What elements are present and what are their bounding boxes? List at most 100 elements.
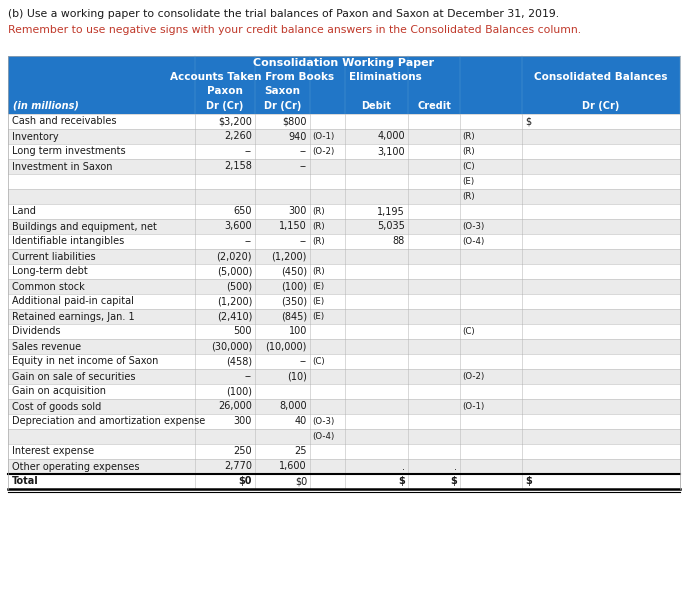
- Text: (100): (100): [226, 386, 252, 396]
- Bar: [8, 294, 680, 309]
- Bar: [8, 159, 680, 174]
- Text: .: .: [402, 461, 405, 471]
- Text: Cost of goods sold: Cost of goods sold: [12, 402, 101, 411]
- Text: 1,150: 1,150: [279, 222, 307, 231]
- Text: Dr (Cr): Dr (Cr): [583, 101, 620, 111]
- Text: (1,200): (1,200): [271, 252, 307, 262]
- Text: 3,600: 3,600: [225, 222, 252, 231]
- Text: (C): (C): [462, 327, 475, 336]
- Text: (O-3): (O-3): [462, 222, 484, 231]
- Text: --: --: [245, 147, 252, 157]
- Text: Cash and receivables: Cash and receivables: [12, 116, 117, 126]
- Text: 1,600: 1,600: [280, 461, 307, 471]
- Text: 4,000: 4,000: [377, 132, 405, 141]
- Text: 8,000: 8,000: [280, 402, 307, 411]
- Bar: [8, 414, 680, 429]
- Text: (R): (R): [312, 207, 325, 216]
- Text: Dividends: Dividends: [12, 327, 60, 337]
- Text: (O-4): (O-4): [312, 432, 335, 441]
- Text: 250: 250: [234, 446, 252, 457]
- Bar: [8, 369, 680, 384]
- Text: Sales revenue: Sales revenue: [12, 342, 81, 352]
- Bar: [8, 429, 680, 444]
- Text: (E): (E): [462, 177, 474, 186]
- Text: Retained earnings, Jan. 1: Retained earnings, Jan. 1: [12, 312, 135, 321]
- Text: 2,158: 2,158: [224, 162, 252, 172]
- Text: $0: $0: [295, 476, 307, 486]
- Text: (10,000): (10,000): [266, 342, 307, 352]
- Text: Debit: Debit: [361, 101, 392, 111]
- Bar: [8, 309, 680, 324]
- Bar: [8, 459, 680, 474]
- Text: Identifiable intangibles: Identifiable intangibles: [12, 237, 124, 247]
- Text: Buildings and equipment, net: Buildings and equipment, net: [12, 222, 157, 231]
- Text: (30,000): (30,000): [211, 342, 252, 352]
- Text: (10): (10): [287, 371, 307, 381]
- Text: --: --: [300, 356, 307, 367]
- Text: 2,260: 2,260: [224, 132, 252, 141]
- Text: 1,195: 1,195: [377, 206, 405, 216]
- Text: $800: $800: [282, 116, 307, 126]
- Text: Equity in net income of Saxon: Equity in net income of Saxon: [12, 356, 159, 367]
- Text: (b) Use a working paper to consolidate the trial balances of Paxon and Saxon at : (b) Use a working paper to consolidate t…: [8, 9, 559, 19]
- Text: 40: 40: [295, 417, 307, 427]
- Text: Land: Land: [12, 206, 36, 216]
- Text: (E): (E): [312, 282, 324, 291]
- Text: (100): (100): [281, 281, 307, 291]
- Text: Dr (Cr): Dr (Cr): [206, 101, 244, 111]
- Text: --: --: [245, 237, 252, 247]
- Bar: [8, 324, 680, 339]
- Text: (458): (458): [226, 356, 252, 367]
- Bar: [8, 84, 680, 98]
- Bar: [8, 354, 680, 369]
- Bar: [8, 264, 680, 279]
- Bar: [8, 249, 680, 264]
- Text: Additional paid-in capital: Additional paid-in capital: [12, 296, 134, 306]
- Text: Total: Total: [12, 476, 38, 486]
- Bar: [8, 279, 680, 294]
- Bar: [8, 219, 680, 234]
- Bar: [8, 444, 680, 459]
- Text: (C): (C): [462, 162, 475, 171]
- Bar: [8, 189, 680, 204]
- Text: (R): (R): [462, 132, 475, 141]
- Text: Accounts Taken From Books: Accounts Taken From Books: [170, 72, 335, 82]
- Text: (R): (R): [462, 192, 475, 201]
- Text: $0: $0: [238, 476, 252, 486]
- Text: Paxon: Paxon: [207, 86, 243, 96]
- Text: 2,770: 2,770: [224, 461, 252, 471]
- Text: 25: 25: [295, 446, 307, 457]
- Text: (E): (E): [312, 312, 324, 321]
- Bar: [8, 204, 680, 219]
- Text: Long term investments: Long term investments: [12, 147, 126, 157]
- Text: Long-term debt: Long-term debt: [12, 266, 88, 277]
- Text: (in millions): (in millions): [13, 101, 79, 111]
- Text: Gain on sale of securities: Gain on sale of securities: [12, 371, 135, 381]
- Text: --: --: [300, 237, 307, 247]
- Text: (O-2): (O-2): [462, 372, 484, 381]
- Bar: [8, 56, 680, 70]
- Text: --: --: [300, 147, 307, 157]
- Text: --: --: [300, 162, 307, 172]
- Text: 88: 88: [393, 237, 405, 247]
- Text: 26,000: 26,000: [218, 402, 252, 411]
- Bar: [8, 474, 680, 489]
- Text: Consolidated Balances: Consolidated Balances: [534, 72, 668, 82]
- Text: (1,200): (1,200): [216, 296, 252, 306]
- Bar: [8, 384, 680, 399]
- Bar: [8, 174, 680, 189]
- Text: (O-1): (O-1): [462, 402, 484, 411]
- Text: (500): (500): [226, 281, 252, 291]
- Text: (O-2): (O-2): [312, 147, 335, 156]
- Text: 500: 500: [234, 327, 252, 337]
- Bar: [8, 339, 680, 354]
- Text: 3,100: 3,100: [377, 147, 405, 157]
- Text: 5,035: 5,035: [377, 222, 405, 231]
- Text: Common stock: Common stock: [12, 281, 85, 291]
- Text: (R): (R): [312, 267, 325, 276]
- Bar: [8, 129, 680, 144]
- Bar: [8, 399, 680, 414]
- Text: 650: 650: [234, 206, 252, 216]
- Text: Inventory: Inventory: [12, 132, 58, 141]
- Text: Gain on acquisition: Gain on acquisition: [12, 386, 106, 396]
